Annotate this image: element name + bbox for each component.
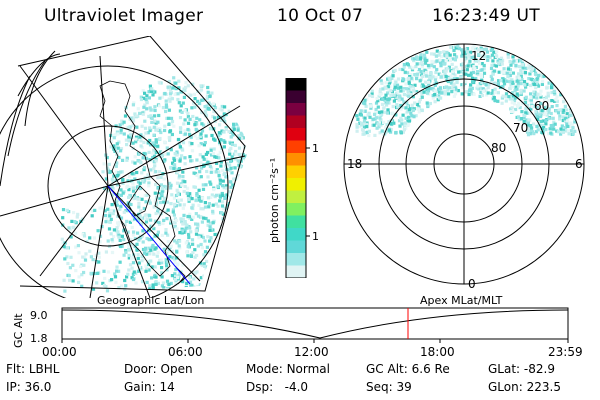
orbit-ytick-1_8: 1.8 bbox=[30, 332, 48, 345]
colorbar-tick-10: 10 bbox=[312, 230, 318, 243]
colorbar-segment bbox=[286, 215, 306, 229]
geo-grid bbox=[0, 36, 246, 298]
info-glon: GLon: 223.5 bbox=[488, 380, 561, 394]
mlt-label-18: 18 bbox=[347, 157, 362, 171]
satellite-track bbox=[107, 185, 191, 285]
orbit-left-title: Geographic Lat/Lon bbox=[97, 294, 204, 307]
colorbar-frame bbox=[285, 78, 307, 278]
info-seq: Seq: 39 bbox=[366, 380, 412, 394]
colorbar-tick-100: 100 bbox=[312, 142, 318, 155]
colorbar-segment bbox=[286, 165, 306, 179]
orbit-xtick-4: 23:59 bbox=[548, 345, 583, 359]
info-mode: Mode: Normal bbox=[246, 362, 330, 376]
mlat-label-70: 70 bbox=[513, 121, 528, 135]
colorbar bbox=[286, 78, 306, 278]
orbit-xtick-0: 00:00 bbox=[42, 345, 77, 359]
orbit-plot-panel: Geographic Lat/Lon Apex MLat/MLT GC Alt … bbox=[0, 292, 600, 360]
orbit-xtick-1: 06:00 bbox=[168, 345, 203, 359]
colorbar-segment bbox=[286, 90, 306, 104]
colorbar-segment bbox=[286, 103, 306, 116]
colorbar-segment bbox=[286, 190, 306, 204]
mlt-label-6: 6 bbox=[575, 157, 583, 171]
orbit-ytick-9: 9.0 bbox=[30, 309, 48, 322]
orbit-xtick-2: 12:00 bbox=[294, 345, 329, 359]
info-gc-alt: GC Alt: 6.6 Re bbox=[366, 362, 450, 376]
info-glat: GLat: -82.9 bbox=[488, 362, 555, 376]
geographic-image-panel bbox=[0, 36, 265, 298]
colorbar-segment bbox=[286, 140, 306, 154]
colorbar-segment bbox=[286, 153, 306, 166]
colorbar-segment bbox=[286, 78, 306, 91]
polar-grid bbox=[343, 43, 585, 285]
colorbar-segment bbox=[286, 240, 306, 254]
mlt-label-12: 12 bbox=[471, 49, 486, 63]
mlat-label-80: 80 bbox=[491, 141, 506, 155]
aurora-image-polar bbox=[355, 44, 577, 138]
orbit-xticks bbox=[61, 339, 569, 343]
colorbar-segment bbox=[286, 203, 306, 216]
colorbar-ticks bbox=[306, 147, 310, 237]
polar-mlt-panel: 12 0 18 6 60 70 80 bbox=[335, 36, 595, 300]
aurora-image-geo bbox=[60, 76, 250, 296]
orbit-plot-frame bbox=[61, 307, 569, 340]
date-label: 10 Oct 07 bbox=[277, 6, 364, 26]
colorbar-segment bbox=[286, 115, 306, 129]
orbit-xtick-3: 18:00 bbox=[420, 345, 455, 359]
instrument-title: Ultraviolet Imager bbox=[44, 6, 204, 26]
colorbar-segment bbox=[286, 228, 306, 241]
colorbar-unit-label: photon cm⁻²s⁻¹ bbox=[268, 158, 281, 243]
info-gain: Gain: 14 bbox=[124, 380, 175, 394]
mlat-label-60: 60 bbox=[534, 99, 549, 113]
mlt-label-0: 0 bbox=[468, 277, 476, 291]
colorbar-segment bbox=[286, 128, 306, 141]
colorbar-segment bbox=[286, 253, 306, 266]
altitude-curve bbox=[61, 309, 569, 339]
info-door: Door: Open bbox=[124, 362, 193, 376]
info-ip: IP: 36.0 bbox=[6, 380, 52, 394]
time-label: 16:23:49 UT bbox=[432, 6, 540, 26]
colorbar-segment bbox=[286, 178, 306, 191]
colorbar-segment bbox=[286, 265, 306, 278]
info-flt: Flt: LBHL bbox=[6, 362, 60, 376]
info-dsp: Dsp: -4.0 bbox=[246, 380, 309, 394]
colorbar-panel: 100 10 photon cm⁻²s⁻¹ bbox=[258, 78, 318, 278]
orbit-ylabel: GC Alt bbox=[12, 313, 25, 348]
orbit-right-title: Apex MLat/MLT bbox=[420, 294, 503, 307]
